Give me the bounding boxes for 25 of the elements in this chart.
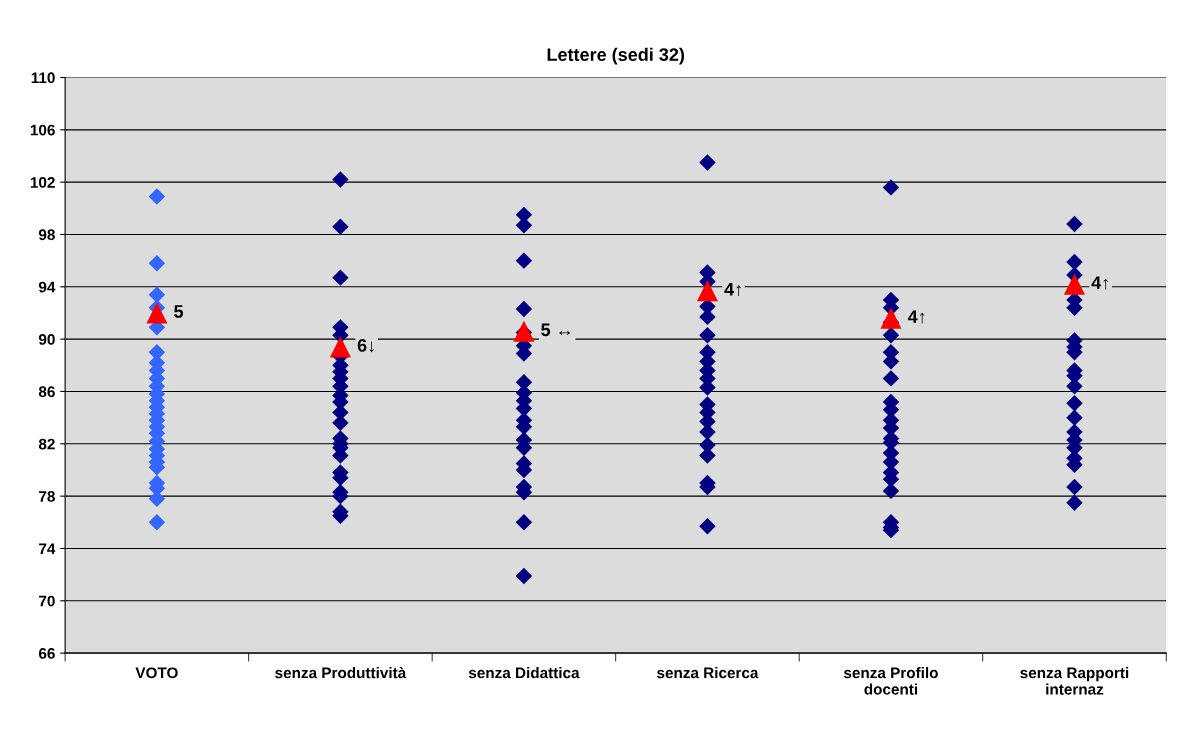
chart-title: Lettere (sedi 32) [547,47,685,65]
y-tick-label: 94 [38,281,56,293]
y-tick-label: 74 [39,543,56,554]
y-tick-label: 66 [38,648,55,659]
x-tick-label: senza Profilo docenti [843,667,938,695]
annotation: 4↑ [724,282,741,296]
x-tick-label: senza Ricerca [657,667,759,679]
x-tick-label: senza Produttività [275,666,407,679]
y-tick-label: 110 [31,72,55,84]
annotation: 4↑ [907,310,925,324]
y-tick-label: 90 [38,334,55,345]
annotation: 4↑ [1091,276,1108,290]
y-tick-label: 70 [39,595,55,607]
x-tick-label: VOTO [135,667,178,679]
y-tick-label: 78 [39,491,55,502]
y-tick-label: 98 [38,229,55,241]
y-tick-label: 106 [30,124,55,136]
y-tick-label: 82 [38,438,55,450]
x-tick-label: senza Rapporti internaz [1020,667,1129,695]
x-tick-label: senza Didattica [468,667,580,679]
annotation: 5 ↔ [541,323,571,337]
y-tick-label: 86 [38,386,55,398]
y-tick-label: 102 [30,177,55,188]
annotation: 5 [174,305,184,318]
annotation: 6↓ [357,339,374,353]
